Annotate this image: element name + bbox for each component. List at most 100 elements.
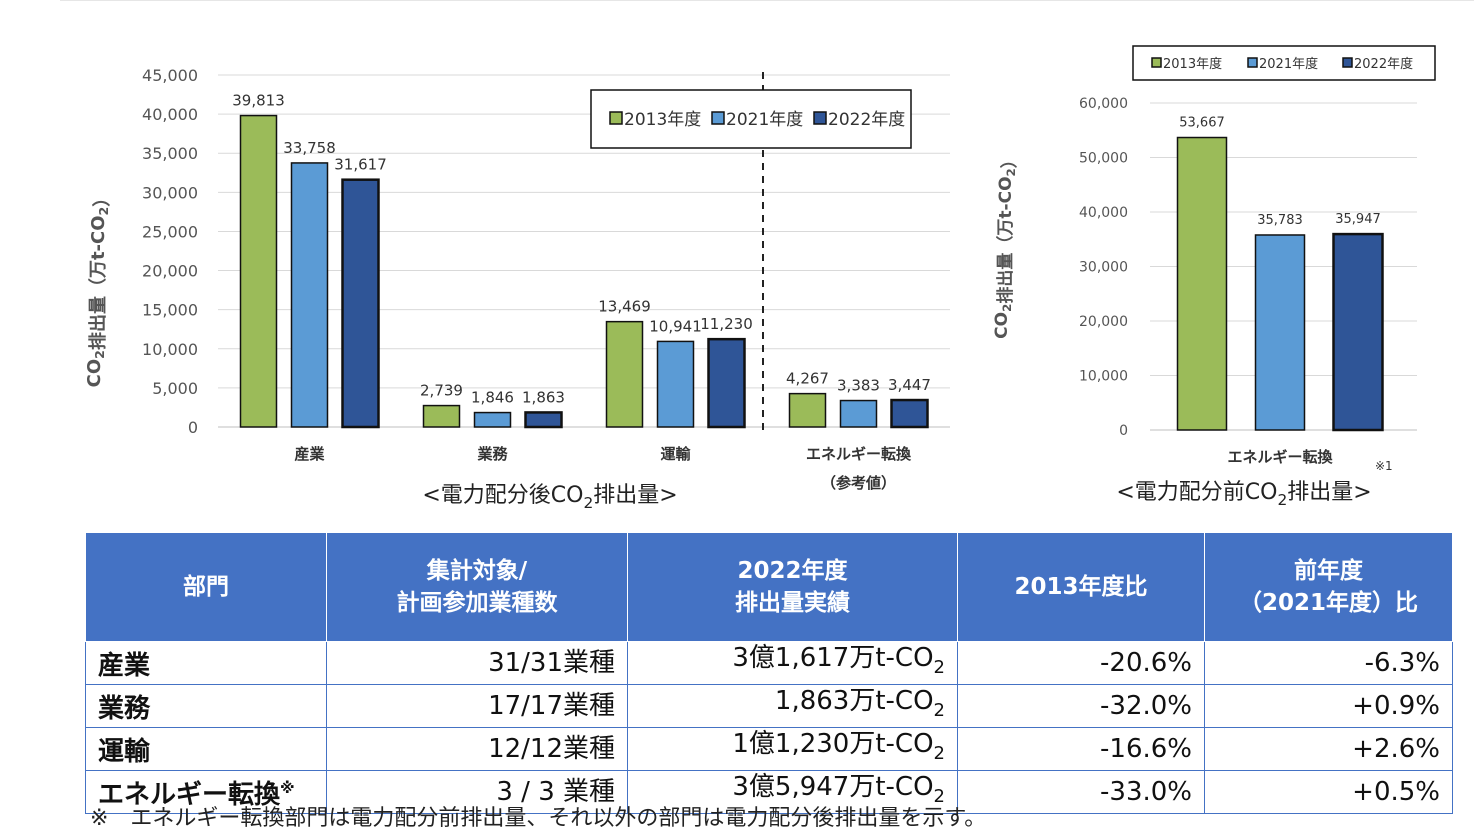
data-label: 35,783	[1257, 213, 1303, 228]
y-axis-label: CO2排出量（万t-CO2）	[992, 151, 1020, 339]
legend-label: 2013年度	[624, 110, 701, 130]
data-label: 53,667	[1179, 116, 1225, 131]
y-tick-label: 20,000	[1079, 314, 1128, 330]
chart-title: <電力配分前CO2排出量>	[1116, 480, 1371, 509]
bar	[239, 114, 278, 428]
header-vs2013: 2013年度比	[957, 532, 1205, 642]
y-tick-label: 25,000	[142, 222, 198, 241]
bar	[890, 398, 929, 429]
header-emission: 2022年度 排出量実績	[627, 532, 958, 642]
table-row: 業務 17/17業種 1,863万t-CO2 -32.0% +0.9%	[85, 684, 1453, 728]
legend-swatch	[1342, 57, 1353, 68]
count-cell: 12/12業種	[326, 727, 628, 771]
legend-label: 2021年度	[726, 110, 803, 130]
y-tick-label: 35,000	[142, 144, 198, 163]
bar	[605, 320, 644, 428]
bar	[422, 404, 461, 428]
legend-label: 2021年度	[1259, 56, 1318, 72]
bar	[656, 340, 695, 428]
table-row: 産業 31/31業種 3億1,617万t-CO2 -20.6% -6.3%	[85, 641, 1453, 685]
bar	[1176, 136, 1228, 431]
sector-cell: エネルギー転換※	[85, 770, 327, 814]
data-label: 13,469	[598, 298, 651, 316]
chart-title: <電力配分後CO2排出量>	[422, 483, 677, 512]
vs2013-cell: -16.6%	[957, 727, 1205, 771]
vs-prev-cell: +0.5%	[1204, 770, 1453, 814]
table-row: エネルギー転換※ 3 / 3 業種 3億5,947万t-CO2 -33.0% +…	[85, 770, 1453, 814]
y-tick-label: 40,000	[142, 105, 198, 124]
table-header-row: 部門 集計対象/ 計画参加業種数 2022年度 排出量実績 2013年度比 前年…	[85, 532, 1453, 642]
emission-cell: 3億5,947万t-CO2	[627, 770, 958, 814]
bar	[1332, 232, 1384, 432]
legend-swatch	[609, 111, 623, 125]
y-axis-label: CO2排出量（万t-CO2）	[84, 189, 113, 388]
y-tick-label: 30,000	[1079, 260, 1128, 276]
y-tick-label: 5,000	[152, 379, 198, 398]
legend-box	[1132, 45, 1436, 81]
vs-prev-cell: -6.3%	[1204, 641, 1453, 685]
top-divider	[60, 0, 1474, 1]
y-tick-label: 15,000	[142, 301, 198, 320]
count-cell: 31/31業種	[326, 641, 628, 685]
x-tick-sublabel: （参考値）	[821, 474, 896, 492]
data-label: 3,383	[837, 377, 880, 395]
y-tick-label: 10,000	[1079, 369, 1128, 385]
y-tick-label: 40,000	[1079, 205, 1128, 221]
legend-swatch	[813, 111, 827, 125]
vs-prev-cell: +0.9%	[1204, 684, 1453, 728]
data-label: 2,739	[420, 382, 463, 400]
right-bar-chart: 0 10,000 20,000 30,000 40,000 50,000 60,000 CO2…	[992, 45, 1436, 509]
sector-cell: 運輸	[85, 727, 327, 771]
emission-cell: 3億1,617万t-CO2	[627, 641, 958, 685]
data-label: 10,941	[649, 317, 702, 335]
footnote: ※ エネルギー転換部門は電力配分前排出量、それ以外の部門は電力配分後排出量を示す…	[90, 806, 987, 831]
x-tick-label: 運輸	[660, 445, 691, 463]
legend-swatch	[711, 111, 725, 125]
data-label: 1,846	[471, 389, 514, 407]
x-tick-label: エネルギー転換	[1227, 448, 1333, 466]
bar	[1254, 234, 1306, 431]
bar	[788, 392, 827, 428]
emissions-table: 部門 集計対象/ 計画参加業種数 2022年度 排出量実績 2013年度比 前年…	[85, 532, 1453, 814]
y-tick-label: 10,000	[142, 340, 198, 359]
left-bar-chart: 0 5,000 10,000 15,000 20,000 25,000 30,000 35,0…	[84, 66, 950, 512]
y-tick-label: 30,000	[142, 183, 198, 202]
vs-prev-cell: +2.6%	[1204, 727, 1453, 771]
sector-cell: 産業	[85, 641, 327, 685]
data-label: 4,267	[786, 370, 829, 388]
vs2013-cell: -33.0%	[957, 770, 1205, 814]
header-vs-prev: 前年度 （2021年度）比	[1204, 532, 1453, 642]
data-label: 11,230	[700, 315, 753, 333]
legend-label: 2013年度	[1163, 56, 1222, 72]
x-tick-label: 産業	[294, 445, 325, 463]
x-tick-label: エネルギー転換	[806, 445, 912, 463]
emission-cell: 1億1,230万t-CO2	[627, 727, 958, 771]
legend-label: 2022年度	[1354, 56, 1413, 72]
bar	[290, 162, 329, 428]
count-cell: 3 / 3 業種	[326, 770, 628, 814]
bar	[839, 399, 878, 428]
emission-cell: 1,863万t-CO2	[627, 684, 958, 728]
y-tick-label: 45,000	[142, 66, 198, 85]
bar	[707, 337, 746, 429]
table-row: 運輸 12/12業種 1億1,230万t-CO2 -16.6% +2.6%	[85, 727, 1453, 771]
sector-cell: 業務	[85, 684, 327, 728]
bar	[473, 411, 512, 428]
data-label: 1,863	[522, 388, 565, 406]
bar	[524, 411, 563, 429]
y-tick-label: 0	[188, 418, 198, 437]
y-tick-label: 0	[1119, 423, 1128, 439]
y-tick-label: 20,000	[142, 262, 198, 281]
count-cell: 17/17業種	[326, 684, 628, 728]
legend-label: 2022年度	[828, 110, 905, 130]
header-count: 集計対象/ 計画参加業種数	[326, 532, 628, 642]
data-label: 3,447	[888, 376, 931, 394]
data-label: 33,758	[283, 139, 336, 157]
data-label: 39,813	[232, 92, 285, 110]
legend-box	[590, 89, 912, 149]
x-tick-label: 業務	[476, 445, 508, 463]
y-tick-label: 60,000	[1079, 96, 1128, 112]
legend-swatch	[1247, 57, 1258, 68]
data-label: 31,617	[334, 156, 387, 174]
note-mark: ※1	[1375, 459, 1393, 473]
